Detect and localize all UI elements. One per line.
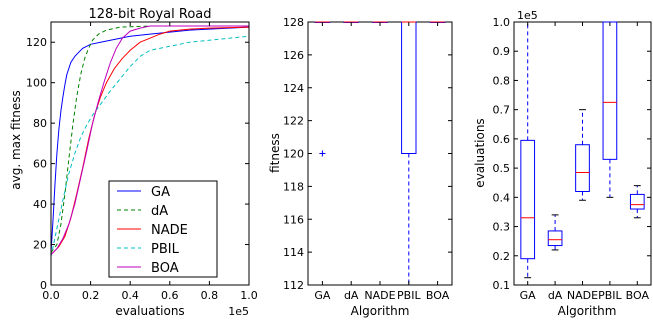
y-tick-label: 80 [33, 117, 47, 130]
series-line-ga [51, 26, 249, 253]
y-tick-label: 40 [33, 198, 47, 211]
y-tick-label: 0 [40, 279, 47, 292]
legend-label: dA [151, 204, 168, 219]
x-tick-label: GA [314, 289, 331, 302]
box-pbil [602, 21, 618, 160]
x-tick-label: 0.4 [121, 289, 139, 302]
plot-frame [50, 21, 250, 286]
x-tick-label: 1.0 [240, 289, 258, 302]
x-axis-label: evaluations [115, 304, 184, 318]
y-tick-label: 0.9 [493, 45, 511, 58]
y-tick-label: 118 [283, 180, 304, 193]
y-tick-label: 122 [283, 115, 304, 128]
x-offset-label: 1e5 [228, 305, 249, 318]
x-tick-label: NADE [567, 289, 598, 302]
x-tick-label: 0.0 [42, 289, 60, 302]
x-tick-label: 0.8 [201, 289, 219, 302]
legend-label: NADE [151, 223, 188, 238]
y-tick-label: 0.2 [493, 250, 511, 263]
x-tick-label: BOA [426, 289, 450, 302]
y-tick-label: 0.6 [493, 133, 511, 146]
y-tick-label: 112 [283, 279, 304, 292]
y-tick-label: 124 [283, 82, 304, 95]
evaluations-boxplot-panel: Algorithm evaluations 1e5 GA dA NADE PBIL BO… [473, 9, 652, 318]
x-tick-label: 0.2 [82, 289, 100, 302]
x-tick-label: BOA [626, 289, 650, 302]
x-tick-label: GA [520, 289, 537, 302]
y-axis-label: evaluations [473, 118, 487, 187]
y-tick-label: 128 [283, 16, 304, 29]
chart-title: 128-bit Royal Road [88, 7, 211, 22]
plot-frame [307, 21, 453, 286]
legend-label: GA [151, 185, 170, 200]
y-tick-label: 60 [33, 158, 47, 171]
x-tick-label: 0.6 [161, 289, 179, 302]
y-tick-label: 120 [283, 148, 304, 161]
y-tick-label: 20 [33, 239, 47, 252]
y-offset-label: 1e5 [517, 9, 538, 22]
box-da [547, 230, 563, 247]
x-tick-label: dA [548, 289, 563, 302]
x-axis-label: Algorithm [558, 304, 617, 318]
y-tick-label: 116 [283, 213, 304, 226]
y-tick-label: 1.0 [493, 16, 511, 29]
x-tick-label: PBIL [598, 289, 622, 302]
y-axis-label: fitness [268, 133, 282, 173]
line-chart-panel: 128-bit Royal Road evaluations avg. max … [9, 7, 258, 318]
x-tick-label: PBIL [397, 289, 421, 302]
y-tick-label: 120 [26, 36, 47, 49]
y-tick-label: 114 [283, 246, 304, 259]
y-tick-label: 0.1 [493, 279, 511, 292]
y-tick-label: 126 [283, 49, 304, 62]
y-tick-label: 0.8 [493, 74, 511, 87]
box-ga [520, 139, 536, 260]
series-line-boa [51, 25, 249, 256]
fitness-boxplot-panel: Algorithm fitness GA dA NADE PBIL BOA 112 114 1… [268, 16, 453, 318]
legend-label: BOA [151, 261, 179, 276]
y-tick-label: 0.4 [493, 191, 511, 204]
box-boa [629, 193, 645, 210]
box-nade [575, 144, 590, 192]
series-line-da [51, 25, 249, 253]
y-axis-label: avg. max fitness [9, 90, 23, 189]
legend-label: PBIL [151, 242, 180, 257]
box-pbil [401, 21, 417, 154]
x-tick-label: dA [344, 289, 359, 302]
y-tick-label: 100 [26, 77, 47, 90]
y-tick-label: 0.7 [493, 104, 511, 117]
y-tick-label: 0.5 [493, 162, 511, 175]
x-axis-label: Algorithm [351, 304, 410, 318]
x-tick-label: NADE [364, 289, 395, 302]
y-tick-label: 0.3 [493, 221, 511, 234]
